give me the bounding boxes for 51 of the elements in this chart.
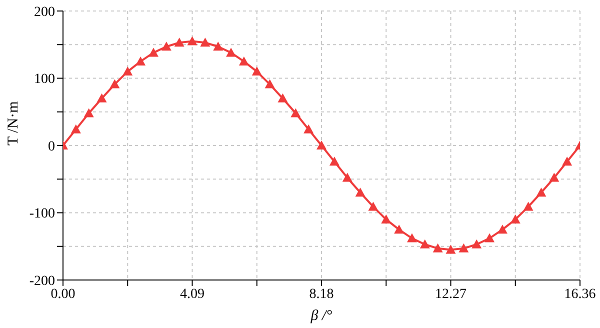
point — [148, 48, 158, 57]
y-tick-label: -200 — [29, 274, 55, 289]
point — [394, 224, 404, 234]
point — [523, 202, 534, 211]
point — [510, 214, 520, 224]
point — [252, 66, 262, 76]
y-tick-label: 0 — [48, 139, 55, 154]
point — [381, 214, 392, 224]
point — [484, 233, 495, 242]
point — [316, 140, 326, 150]
point — [458, 243, 469, 252]
point — [432, 243, 443, 252]
point — [536, 188, 546, 197]
y-tick-label: -100 — [29, 206, 55, 222]
point — [264, 79, 275, 88]
point — [278, 93, 288, 102]
point — [187, 36, 198, 46]
point — [213, 42, 224, 51]
point — [96, 93, 107, 102]
point — [368, 202, 378, 211]
point — [420, 239, 430, 248]
point — [84, 108, 94, 118]
point — [70, 124, 81, 134]
point — [342, 172, 352, 182]
point — [446, 244, 456, 254]
point — [472, 239, 482, 248]
point — [549, 172, 560, 182]
point — [497, 224, 508, 234]
point — [174, 38, 184, 47]
point — [562, 156, 572, 166]
point — [290, 108, 301, 118]
point — [238, 56, 249, 66]
y-tick-label: 200 — [34, 4, 55, 20]
point — [200, 38, 210, 47]
x-tick-label: 8.18 — [309, 286, 334, 302]
point — [161, 42, 172, 51]
point — [406, 233, 417, 242]
text: 0.00 — [50, 286, 76, 302]
point — [355, 188, 366, 197]
x-tick-label: 16.36 — [564, 286, 596, 302]
point — [226, 48, 236, 57]
y-axis-title: T /N·m — [5, 100, 22, 146]
y-tick-label: 100 — [34, 72, 55, 88]
x-axis-title: β /° — [310, 308, 332, 324]
point — [110, 79, 120, 88]
point — [122, 66, 133, 76]
point — [136, 56, 146, 66]
x-tick-label: 4.09 — [180, 286, 204, 302]
x-tick-label: 12.27 — [435, 286, 466, 302]
point — [304, 124, 314, 134]
point — [329, 156, 340, 166]
